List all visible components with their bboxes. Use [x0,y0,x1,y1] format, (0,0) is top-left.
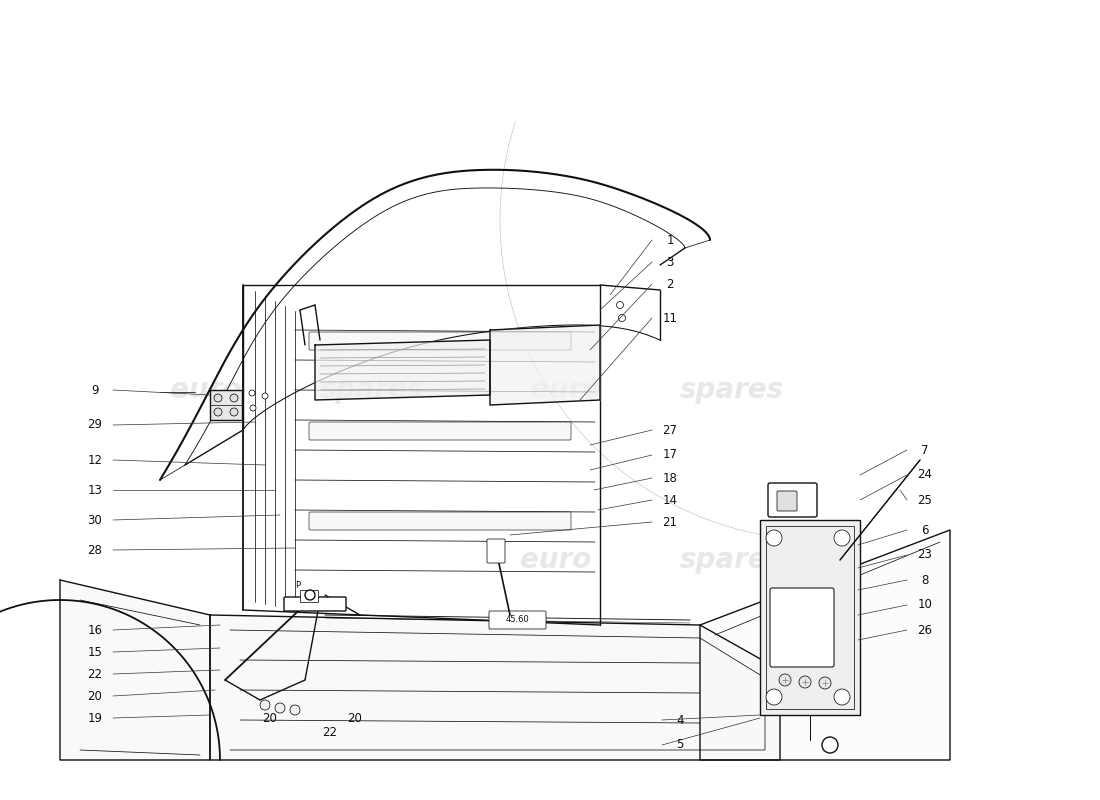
Text: 18: 18 [662,471,678,485]
Text: 7: 7 [922,443,928,457]
Circle shape [214,394,222,402]
Text: 22: 22 [322,726,338,738]
Text: P: P [296,581,300,590]
FancyBboxPatch shape [760,520,860,715]
Circle shape [230,394,238,402]
Text: 10: 10 [917,598,933,611]
Circle shape [250,405,256,411]
FancyBboxPatch shape [777,491,797,511]
Circle shape [214,408,222,416]
Text: 27: 27 [662,423,678,437]
Text: 30: 30 [88,514,102,526]
Text: 6: 6 [922,523,928,537]
Text: 12: 12 [88,454,102,466]
Text: spares: spares [680,376,784,404]
Text: 14: 14 [662,494,678,506]
Circle shape [290,705,300,715]
Circle shape [305,590,315,600]
Text: 16: 16 [88,623,102,637]
Text: 21: 21 [662,515,678,529]
Text: 17: 17 [662,449,678,462]
FancyBboxPatch shape [309,422,571,440]
Circle shape [230,408,238,416]
Text: 22: 22 [88,667,102,681]
Circle shape [616,302,624,309]
FancyBboxPatch shape [309,512,571,530]
Circle shape [766,689,782,705]
Polygon shape [315,340,490,400]
Circle shape [260,700,270,710]
Polygon shape [700,530,950,760]
Text: euro: euro [520,546,592,574]
Text: 3: 3 [667,255,673,269]
Text: 5: 5 [676,738,684,751]
Text: 13: 13 [88,483,102,497]
Circle shape [249,390,255,396]
Text: 11: 11 [662,311,678,325]
Circle shape [822,737,838,753]
Text: 2: 2 [667,278,673,290]
Circle shape [834,530,850,546]
Polygon shape [490,325,600,405]
Circle shape [618,314,626,322]
Text: 26: 26 [917,623,933,637]
Text: 9: 9 [91,383,99,397]
Text: 4: 4 [676,714,684,726]
Text: 25: 25 [917,494,933,506]
Text: 29: 29 [88,418,102,431]
Text: 45.60: 45.60 [506,615,530,625]
FancyBboxPatch shape [770,588,834,667]
Text: 24: 24 [917,469,933,482]
FancyBboxPatch shape [309,332,571,350]
Text: 8: 8 [922,574,928,586]
Text: 15: 15 [88,646,102,658]
FancyBboxPatch shape [284,597,346,611]
Circle shape [834,689,850,705]
FancyBboxPatch shape [768,483,817,517]
Text: 20: 20 [263,711,277,725]
Polygon shape [210,615,780,760]
Text: 20: 20 [88,690,102,702]
Circle shape [766,530,782,546]
Circle shape [275,703,285,713]
FancyBboxPatch shape [490,611,546,629]
Text: spares: spares [320,376,425,404]
FancyBboxPatch shape [300,590,318,602]
Text: 28: 28 [88,543,102,557]
Text: 1: 1 [667,234,673,246]
Circle shape [820,677,830,689]
Circle shape [262,393,268,399]
Text: 20: 20 [348,711,362,725]
Text: 23: 23 [917,549,933,562]
FancyBboxPatch shape [210,390,242,420]
Circle shape [799,676,811,688]
Text: spares: spares [680,546,784,574]
Text: 19: 19 [88,711,102,725]
Polygon shape [60,580,210,760]
Text: euro: euro [170,376,241,404]
FancyBboxPatch shape [487,539,505,563]
Circle shape [779,674,791,686]
Text: euro: euro [530,376,602,404]
